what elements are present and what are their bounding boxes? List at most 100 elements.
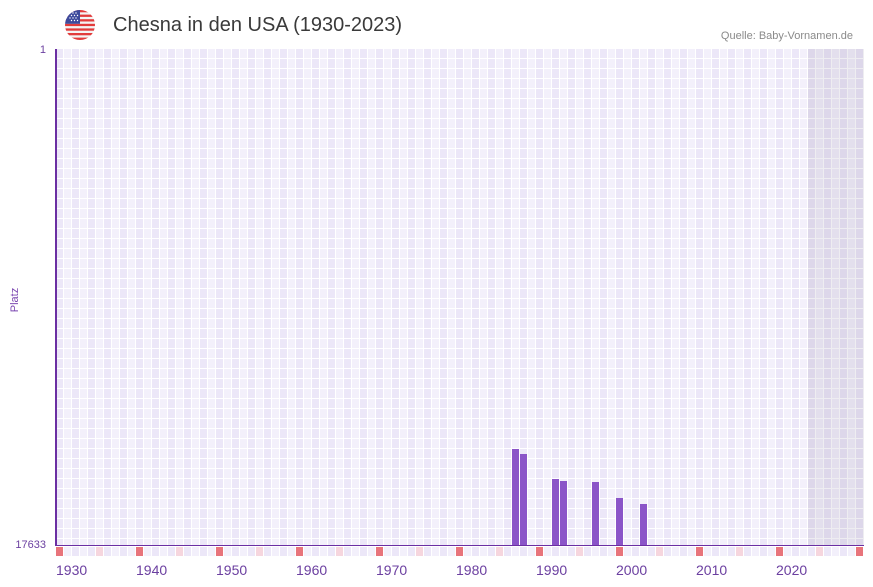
year-marker	[688, 546, 695, 556]
year-marker	[360, 546, 367, 556]
year-marker	[56, 546, 63, 556]
future-shaded-region	[808, 49, 864, 545]
year-marker	[120, 546, 127, 556]
year-marker	[200, 546, 207, 556]
page-title: Chesna in den USA (1930-2023)	[113, 14, 403, 36]
x-tick-label: 1970	[376, 562, 408, 578]
year-marker	[152, 546, 159, 556]
year-marker	[616, 546, 623, 556]
year-marker	[488, 546, 495, 556]
x-tick-label: 1980	[456, 562, 488, 578]
bar-1988	[520, 454, 527, 545]
year-marker	[672, 546, 679, 556]
year-marker	[144, 546, 151, 556]
year-marker	[312, 546, 319, 556]
year-marker	[352, 546, 359, 556]
us-flag-icon	[65, 10, 95, 40]
year-marker	[536, 546, 543, 556]
year-marker	[272, 546, 279, 556]
year-marker	[584, 546, 591, 556]
year-marker	[232, 546, 239, 556]
year-marker	[344, 546, 351, 556]
y-axis-label: Platz	[9, 287, 21, 313]
x-tick-label: 2000	[616, 562, 648, 578]
year-marker	[424, 546, 431, 556]
x-tick-label: 2020	[776, 562, 808, 578]
bar-2003	[640, 504, 647, 545]
year-marker	[568, 546, 575, 556]
year-marker	[336, 546, 343, 556]
year-marker	[712, 546, 719, 556]
year-marker	[760, 546, 767, 556]
year-marker	[576, 546, 583, 556]
year-marker	[264, 546, 271, 556]
year-marker	[440, 546, 447, 556]
year-marker	[520, 546, 527, 556]
year-marker	[656, 546, 663, 556]
year-marker	[128, 546, 135, 556]
year-marker	[640, 546, 647, 556]
year-marker	[768, 546, 775, 556]
x-tick-label: 1950	[216, 562, 248, 578]
year-marker	[720, 546, 727, 556]
year-marker	[136, 546, 143, 556]
source-credit: Quelle: Baby-Vornamen.de	[720, 30, 853, 42]
year-marker	[104, 546, 111, 556]
year-marker	[512, 546, 519, 556]
year-marker	[544, 546, 551, 556]
year-marker	[528, 546, 535, 556]
year-marker	[376, 546, 383, 556]
year-marker	[696, 546, 703, 556]
year-marker	[296, 546, 303, 556]
year-marker	[816, 546, 823, 556]
year-marker	[224, 546, 231, 556]
x-tick-label: 1990	[536, 562, 568, 578]
y-tick-bottom: 17633	[15, 539, 46, 551]
y-tick-top: 1	[39, 44, 46, 56]
year-marker	[392, 546, 399, 556]
year-marker	[624, 546, 631, 556]
year-marker	[752, 546, 759, 556]
year-marker	[240, 546, 247, 556]
year-marker	[192, 546, 199, 556]
bar-1997	[592, 481, 599, 545]
year-marker	[664, 546, 671, 556]
year-marker	[448, 546, 455, 556]
year-marker	[408, 546, 415, 556]
year-marker	[368, 546, 375, 556]
year-marker	[400, 546, 407, 556]
year-marker	[304, 546, 311, 556]
year-marker	[96, 546, 103, 556]
year-marker	[80, 546, 87, 556]
year-marker	[504, 546, 511, 556]
year-marker	[256, 546, 263, 556]
year-marker	[560, 546, 567, 556]
bar-1987	[512, 449, 519, 545]
year-marker	[680, 546, 687, 556]
year-marker	[320, 546, 327, 556]
year-marker	[848, 546, 855, 556]
year-marker	[608, 546, 615, 556]
year-marker	[496, 546, 503, 556]
x-tick-label: 1960	[296, 562, 328, 578]
bar-1992	[552, 479, 559, 545]
x-tick-label: 1930	[56, 562, 88, 578]
year-marker	[168, 546, 175, 556]
year-marker	[416, 546, 423, 556]
bar-1993	[560, 481, 567, 545]
year-marker	[792, 546, 799, 556]
plot-area	[56, 49, 864, 545]
year-marker	[784, 546, 791, 556]
year-marker	[472, 546, 479, 556]
year-marker	[648, 546, 655, 556]
year-marker	[176, 546, 183, 556]
year-marker	[704, 546, 711, 556]
bar-2000	[616, 497, 623, 545]
year-marker	[328, 546, 335, 556]
year-marker	[248, 546, 255, 556]
year-marker	[736, 546, 743, 556]
x-tick-label: 1940	[136, 562, 168, 578]
year-marker	[160, 546, 167, 556]
year-marker	[552, 546, 559, 556]
year-marker	[216, 546, 223, 556]
